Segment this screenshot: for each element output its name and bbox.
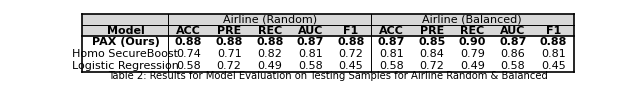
Text: PRE: PRE [217, 26, 241, 36]
Text: 0.72: 0.72 [419, 61, 444, 71]
Text: 0.88: 0.88 [337, 37, 364, 47]
Text: 0.58: 0.58 [500, 61, 525, 71]
Bar [83, 60, 573, 72]
Text: 0.90: 0.90 [458, 37, 486, 47]
Text: AUC: AUC [298, 26, 323, 36]
Text: 0.72: 0.72 [217, 61, 242, 71]
Text: 0.74: 0.74 [176, 49, 201, 59]
Text: 0.81: 0.81 [541, 49, 566, 59]
Text: 0.49: 0.49 [460, 61, 484, 71]
Text: 0.79: 0.79 [460, 49, 484, 59]
Text: ACC: ACC [176, 26, 201, 36]
Text: 0.84: 0.84 [419, 49, 444, 59]
Bar [83, 14, 573, 25]
Bar [83, 48, 573, 60]
Text: 0.45: 0.45 [339, 61, 363, 71]
Text: F1: F1 [343, 26, 358, 36]
Text: Model: Model [107, 26, 145, 36]
Text: 0.87: 0.87 [378, 37, 405, 47]
Text: PRE: PRE [420, 26, 444, 36]
Text: AUC: AUC [500, 26, 525, 36]
Text: 0.87: 0.87 [499, 37, 527, 47]
Text: PAX (Ours): PAX (Ours) [92, 37, 159, 47]
Text: 0.45: 0.45 [541, 61, 566, 71]
Bar [83, 25, 573, 36]
Text: 0.86: 0.86 [500, 49, 525, 59]
Text: 0.72: 0.72 [339, 49, 363, 59]
Text: Airline (Balanced): Airline (Balanced) [422, 14, 522, 24]
Text: F1: F1 [546, 26, 561, 36]
Text: REC: REC [460, 26, 484, 36]
Text: 0.71: 0.71 [217, 49, 241, 59]
Text: 0.58: 0.58 [176, 61, 201, 71]
Text: 0.58: 0.58 [298, 61, 323, 71]
Text: 0.58: 0.58 [379, 61, 404, 71]
Text: Airline (Random): Airline (Random) [223, 14, 317, 24]
Text: Logistic Regression: Logistic Regression [72, 61, 179, 71]
Text: 0.81: 0.81 [298, 49, 323, 59]
Text: 0.88: 0.88 [256, 37, 284, 47]
Text: Homo SecureBoost: Homo SecureBoost [72, 49, 179, 59]
Text: Table 2: Results for Model Evaluation on Testing Samples for Airline Random & Ba: Table 2: Results for Model Evaluation on… [108, 71, 548, 81]
Text: ACC: ACC [379, 26, 404, 36]
Text: 0.88: 0.88 [175, 37, 202, 47]
Text: 0.85: 0.85 [418, 37, 445, 47]
Text: 0.82: 0.82 [257, 49, 282, 59]
Text: 0.49: 0.49 [257, 61, 282, 71]
Text: REC: REC [257, 26, 282, 36]
Text: 0.88: 0.88 [540, 37, 567, 47]
Text: 0.88: 0.88 [216, 37, 243, 47]
Bar [83, 36, 573, 48]
Text: 0.87: 0.87 [296, 37, 324, 47]
Text: 0.81: 0.81 [379, 49, 404, 59]
